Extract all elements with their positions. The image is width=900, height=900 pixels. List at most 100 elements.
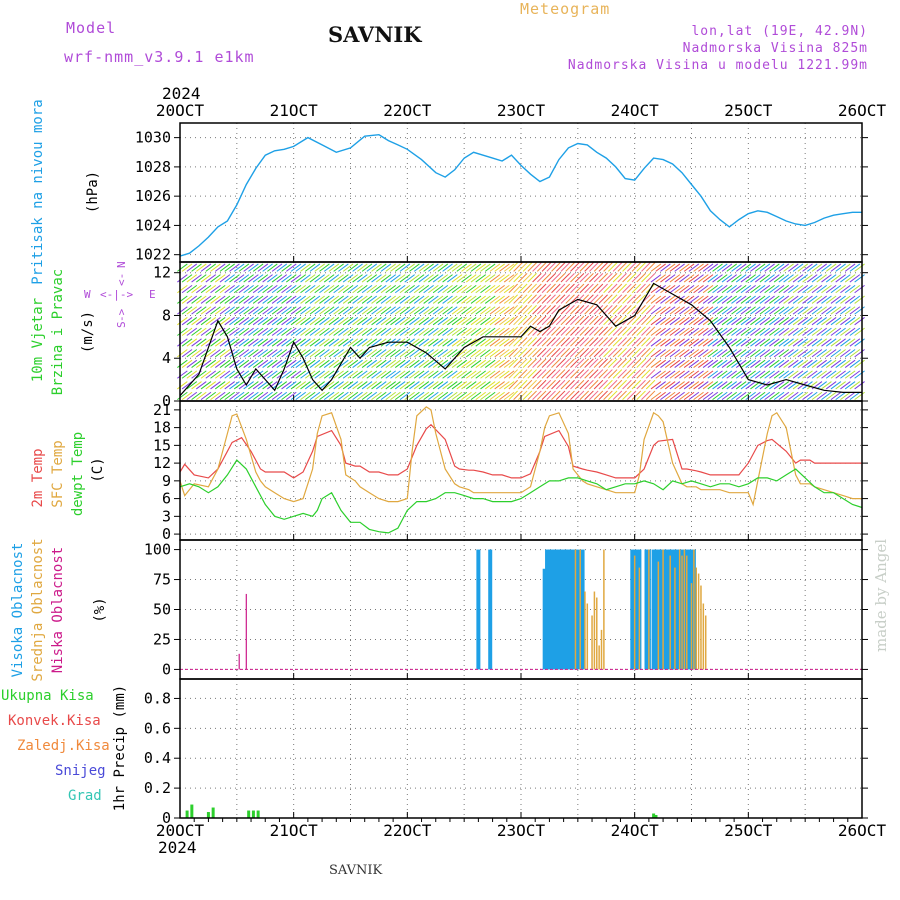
wind-barb <box>844 370 856 379</box>
wind-barb <box>565 358 575 368</box>
wind-barb <box>636 326 646 336</box>
wind-barb <box>532 390 542 401</box>
wind-barb <box>518 305 528 315</box>
wind-barb <box>489 370 501 379</box>
wind-barb <box>764 274 775 283</box>
wind-barb <box>707 306 719 315</box>
wind-barb <box>252 391 264 401</box>
wind-barb <box>626 283 637 294</box>
wind-barb <box>465 263 477 272</box>
wind-barb <box>271 306 283 315</box>
wind-barb <box>674 370 685 379</box>
wind-barb <box>191 381 202 390</box>
wind-barb <box>304 263 316 272</box>
wind-barb <box>333 327 344 336</box>
wind-barb <box>669 284 681 294</box>
wind-barb <box>570 283 580 294</box>
year-label-bottom: 2024 <box>158 838 197 857</box>
wind-barb <box>683 327 695 336</box>
wind-barb <box>304 349 316 358</box>
wind-barb <box>835 274 846 283</box>
cloud-bar-mid <box>697 573 700 670</box>
precip-legend-item: Ukupna Kisa <box>1 688 94 704</box>
wind-barb <box>707 317 719 326</box>
wind-barb <box>252 349 264 358</box>
wind-barb <box>821 327 832 336</box>
wind-barb <box>304 391 316 401</box>
wind-barb <box>399 327 411 336</box>
wind-barb <box>726 295 738 304</box>
wind-barb <box>281 370 292 379</box>
wind-barb <box>584 369 594 379</box>
wind-barb <box>821 370 832 379</box>
wind-barb <box>754 317 766 326</box>
wind-barb <box>465 381 477 390</box>
wind-barb <box>338 370 349 379</box>
wind-barb <box>735 295 747 304</box>
wind-barb <box>281 295 292 304</box>
wind-barb <box>186 370 198 379</box>
wind-barb <box>702 391 714 401</box>
wind-barb <box>461 295 472 304</box>
wind-barb <box>442 327 453 336</box>
wind-barb <box>608 262 618 272</box>
wind-barb <box>428 338 439 347</box>
wind-barb <box>314 317 325 326</box>
wind-barb <box>309 263 321 272</box>
wind-barb <box>494 295 505 304</box>
wind-barb <box>721 381 733 390</box>
wind-barb <box>352 284 363 294</box>
wind-barb <box>375 274 387 283</box>
wind-barb <box>589 315 599 326</box>
wind-barb <box>527 283 537 294</box>
wind-barb <box>191 295 202 304</box>
wind-barb <box>811 349 823 358</box>
wind-barb <box>309 284 321 294</box>
wind-barb <box>295 381 307 390</box>
wind-barb <box>731 284 742 294</box>
wind-barb <box>821 349 832 358</box>
wind-barb <box>693 274 704 283</box>
wind-barb <box>655 295 666 304</box>
wind-barb <box>484 306 496 315</box>
wind-barb <box>560 337 571 347</box>
wind-barb <box>489 349 501 358</box>
wind-barb <box>219 359 231 368</box>
wind-barb <box>513 337 523 347</box>
wind-barb <box>276 359 288 368</box>
y-tick-label: 1030 <box>135 129 171 147</box>
wind-barb <box>404 349 415 358</box>
wind-barb <box>565 305 575 315</box>
wind-barb <box>721 306 733 315</box>
wind-barb <box>271 317 283 326</box>
x-tick-label-top: 21OCT <box>270 101 319 120</box>
wind-barb <box>375 381 387 390</box>
wind-barb <box>191 391 202 401</box>
temp-line <box>179 423 862 479</box>
wind-barb <box>281 284 292 294</box>
wind-barb <box>816 284 827 294</box>
wind-barb <box>579 358 590 368</box>
wind-barb <box>233 295 245 304</box>
wind-barb <box>560 294 571 304</box>
wind-barb <box>177 263 188 272</box>
wind-barb <box>622 326 632 336</box>
wind-barb <box>451 381 463 390</box>
wind-barb <box>541 326 552 336</box>
wind-barb <box>323 349 335 358</box>
wind-barb <box>854 306 865 315</box>
wind-barb <box>536 315 547 326</box>
wind-barb <box>451 306 463 315</box>
wind-barb <box>555 294 566 304</box>
wind-barb <box>418 263 430 272</box>
wind-barb <box>437 370 449 379</box>
wind-barb <box>698 284 709 294</box>
wind-barb <box>778 391 790 401</box>
wind-barb <box>404 274 415 283</box>
wind-barb <box>844 274 856 283</box>
wind-barb <box>603 379 613 390</box>
wind-barb <box>773 317 785 326</box>
wind-barb <box>759 263 771 272</box>
y-tick-label: 0.6 <box>144 719 171 737</box>
wind-barb <box>645 294 656 304</box>
